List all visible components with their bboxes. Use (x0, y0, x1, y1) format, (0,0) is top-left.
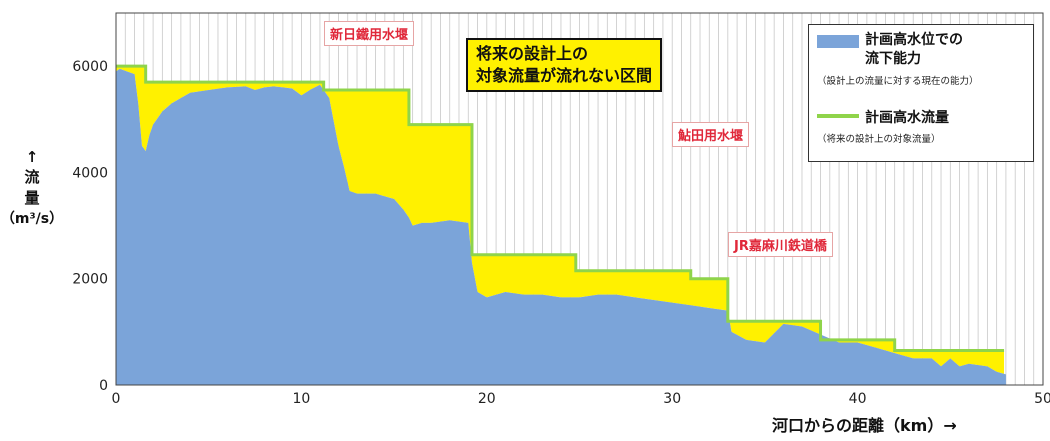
y-axis-label-char1: 流 (24, 168, 40, 186)
planned-flow-line (116, 64, 1005, 352)
x-tick-label: 50 (1034, 391, 1050, 407)
y-axis-unit: （m³/s） (0, 211, 64, 227)
legend-sub-planned-flow: （将来の設計上の対象流量） (817, 134, 941, 145)
x-tick-label: 20 (478, 391, 496, 407)
capacity-area (116, 68, 1006, 385)
plot-frame (115, 12, 1044, 386)
x-axis-ticks: 0 10 20 30 40 50 (112, 391, 1050, 407)
legend-label-capacity: 計画高水位での 流下能力 (865, 32, 963, 67)
y-tick-label: 0 (99, 378, 108, 394)
y-axis-arrow: ↑ (25, 148, 39, 166)
legend-swatch-capacity (817, 35, 859, 48)
annotation-nippon-steel-weir: 新日鐵用水堰 (324, 21, 415, 46)
annotation-shortfall-section: 将来の設計上の 対象流量が流れない区間 (466, 38, 663, 92)
x-tick-label: 40 (849, 391, 867, 407)
y-axis-label-char2: 量 (24, 189, 40, 207)
y-axis-ticks: 0 2000 4000 6000 (72, 59, 108, 394)
x-tick-label: 30 (663, 391, 681, 407)
legend-sub-capacity: （設計上の流量に対する現在の能力） (817, 76, 979, 87)
y-axis-label: ↑ 流 量 （m³/s） (1, 148, 63, 228)
legend-label-planned-flow: 計画高水流量 (865, 110, 949, 126)
y-tick-label: 6000 (72, 59, 108, 75)
y-tick-label: 2000 (72, 272, 108, 288)
legend: 計画高水位での 流下能力 （設計上の流量に対する現在の能力） 計画高水流量 （将… (808, 24, 1034, 162)
x-axis-label: 河口からの距離（km）→ (772, 416, 957, 435)
annotation-ayuta-weir: 鮎田用水堰 (672, 122, 750, 147)
legend-swatch-planned-flow (817, 114, 859, 118)
annotation-jr-railway-bridge: JR嘉麻川鉄道橋 (728, 232, 833, 257)
x-tick-label: 10 (292, 391, 310, 407)
shortfall-area (116, 66, 1005, 374)
x-tick-label: 0 (112, 391, 121, 407)
y-tick-label: 4000 (72, 165, 108, 181)
annotation-shortfall-line1: 将来の設計上の 対象流量が流れない区間 (476, 44, 653, 85)
